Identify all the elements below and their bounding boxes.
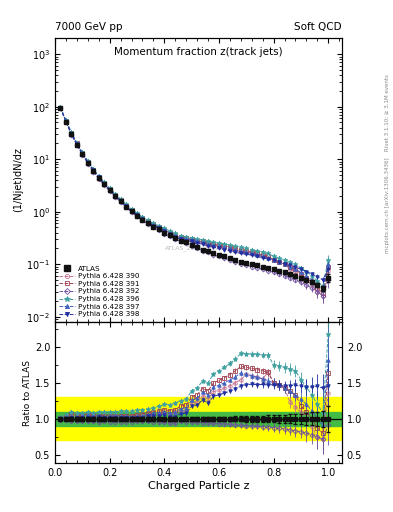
- Text: Rivet 3.1.10; ≥ 3.1M events: Rivet 3.1.10; ≥ 3.1M events: [385, 74, 390, 151]
- Text: Momentum fraction z(track jets): Momentum fraction z(track jets): [114, 47, 283, 57]
- Text: Soft QCD: Soft QCD: [294, 22, 342, 32]
- Text: mcplots.cern.ch [arXiv:1306.3436]: mcplots.cern.ch [arXiv:1306.3436]: [385, 157, 390, 252]
- X-axis label: Charged Particle z: Charged Particle z: [148, 481, 249, 491]
- Text: ATLAS_2011_I919017: ATLAS_2011_I919017: [165, 245, 232, 251]
- Y-axis label: (1/Njet)dN/dz: (1/Njet)dN/dz: [13, 147, 24, 212]
- Text: 7000 GeV pp: 7000 GeV pp: [55, 22, 123, 32]
- Y-axis label: Ratio to ATLAS: Ratio to ATLAS: [23, 359, 32, 425]
- Legend: ATLAS, Pythia 6.428 390, Pythia 6.428 391, Pythia 6.428 392, Pythia 6.428 396, P: ATLAS, Pythia 6.428 390, Pythia 6.428 39…: [57, 263, 142, 319]
